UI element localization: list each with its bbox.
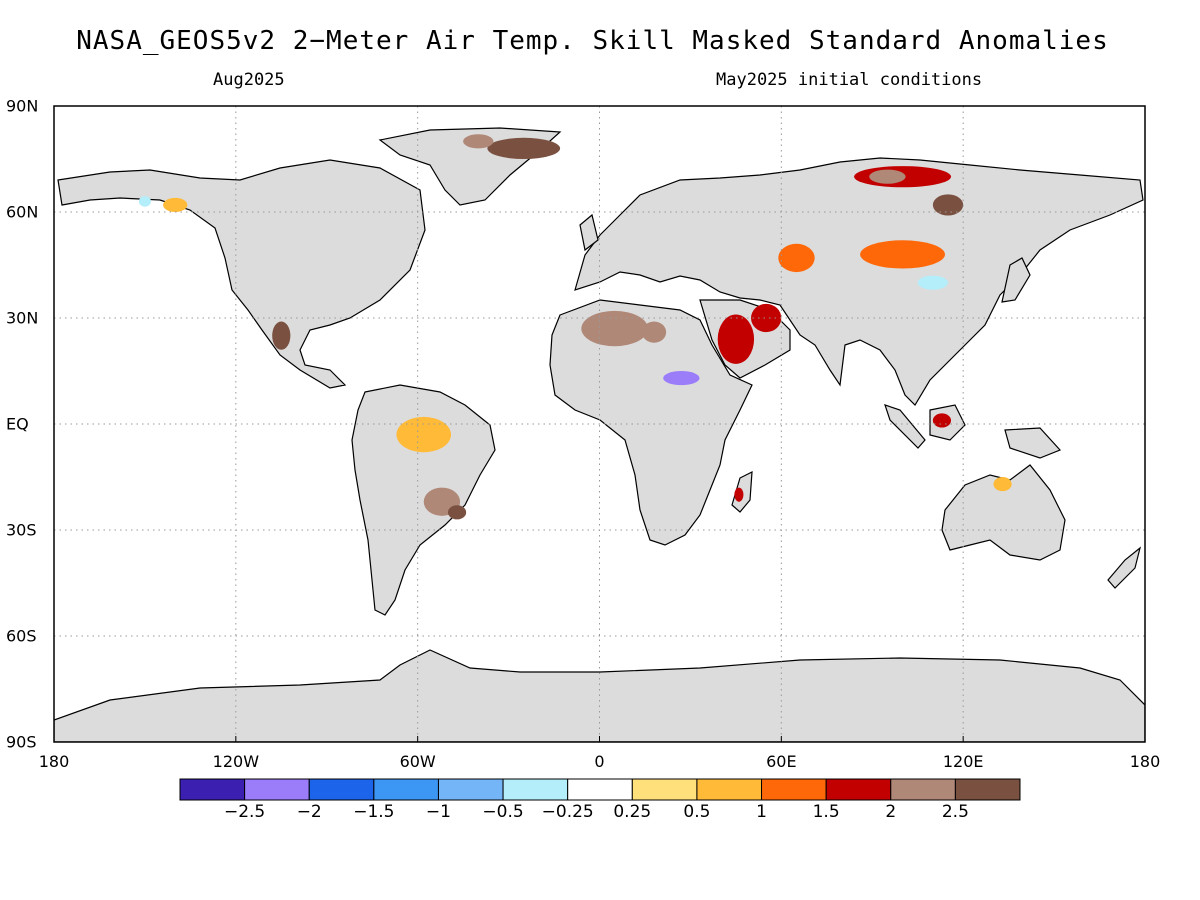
colorbar-swatch (567, 778, 633, 801)
anomaly-australia-warm (993, 477, 1012, 492)
anomaly-mongolia-warm (860, 240, 945, 269)
anomaly-madagascar-warm (734, 487, 744, 502)
colorbar-swatch (696, 778, 763, 801)
lon-label: 180 (1129, 752, 1161, 771)
colorbar-label: 2.5 (941, 802, 969, 822)
map-frame (53, 105, 1146, 743)
anomaly-iran-warm (751, 303, 782, 333)
land-eurasia (574, 157, 1144, 406)
lon-label: 120W (212, 752, 260, 771)
colorbar-swatch (179, 778, 246, 801)
colorbar-swatch (373, 778, 439, 801)
land-uk (579, 213, 599, 252)
colorbar-label: −0.5 (482, 802, 524, 822)
lat-label: EQ (6, 414, 29, 434)
anomaly-greenland-brown (487, 137, 561, 159)
colorbar-label: −1.5 (353, 802, 395, 822)
anomaly-amazon-warm (396, 416, 452, 453)
land-north-america (57, 159, 426, 389)
colorbar-swatch (761, 778, 827, 801)
land-sumatra (884, 404, 926, 449)
valid-month-label: Aug2025 (213, 70, 285, 90)
anomaly-greenland-red (463, 134, 494, 149)
colorbar-label: −0.25 (541, 802, 594, 822)
lon-label: 60W (399, 752, 436, 771)
anomaly-borneo-warm (932, 413, 952, 428)
lat-label: 30S (6, 520, 37, 540)
lat-label: 90S (6, 732, 37, 752)
anomaly-alaska-cool (138, 196, 151, 207)
land-new-zealand (1107, 546, 1142, 589)
initial-conditions-label: May2025 initial conditions (716, 70, 983, 90)
anomaly-saharan-warm-east (641, 321, 667, 343)
anomaly-kazakh-warm (778, 243, 815, 273)
anomaly-china-cool (917, 275, 949, 290)
land-south-america (351, 384, 496, 616)
colorbar-label: 0.5 (683, 802, 711, 822)
anomaly-alaska-warm (163, 197, 188, 212)
land-new-guinea (1004, 427, 1062, 459)
land-antarctica (54, 649, 1145, 742)
colorbar-swatch (954, 778, 1021, 801)
lat-label: 90N (6, 96, 39, 116)
anomaly-siberia-brown (932, 194, 964, 216)
colorbar-label: −1 (425, 802, 451, 822)
lon-label: 120E (942, 752, 984, 771)
anomaly-arabia-warm (717, 314, 755, 364)
lat-label: 30N (6, 308, 39, 328)
colorbar-label: 1.5 (812, 802, 840, 822)
land-australia (941, 464, 1066, 561)
lat-lon-grid (54, 106, 1145, 742)
anomaly-mexico-brown (272, 321, 291, 350)
land-africa (549, 299, 753, 546)
land-masses (54, 127, 1145, 742)
anomaly-brazil-brown (447, 505, 467, 520)
colorbar-swatch (502, 778, 569, 801)
map-title: NASA_GEOS5v2 2−Meter Air Temp. Skill Mas… (76, 26, 1109, 56)
colorbar-label: −2 (296, 802, 322, 822)
colorbar-swatch (890, 778, 956, 801)
colorbar-swatch (244, 778, 310, 801)
colorbar-label: 2 (885, 802, 897, 822)
lon-label: 60E (766, 752, 797, 771)
colorbar-swatch (825, 778, 892, 801)
colorbar-label: 1 (756, 802, 767, 822)
colorbar (179, 778, 1021, 801)
colorbar-label: 0.25 (613, 802, 652, 822)
anomaly-sahel-cold (663, 371, 700, 386)
colorbar-swatch (308, 778, 375, 801)
anomaly-siberia-north-hot (869, 169, 906, 184)
lat-label: 60N (6, 202, 39, 222)
colorbar-swatch (631, 778, 698, 801)
anomaly-shading (138, 134, 1012, 520)
lat-label: 60S (6, 626, 37, 646)
anomaly-saharan-warm (581, 310, 648, 347)
colorbar-swatch (437, 778, 504, 801)
lon-label: 0 (594, 752, 605, 771)
colorbar-label: −2.5 (223, 802, 266, 822)
land-japan (1001, 257, 1031, 303)
lon-label: 180 (38, 752, 70, 771)
